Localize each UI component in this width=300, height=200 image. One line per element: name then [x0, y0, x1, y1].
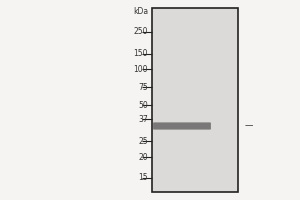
Text: kDa: kDa	[133, 7, 148, 17]
Text: 50: 50	[138, 100, 148, 110]
FancyBboxPatch shape	[153, 122, 211, 130]
Text: —: —	[245, 121, 254, 130]
Bar	[152, 8, 238, 192]
Text: 20: 20	[138, 153, 148, 162]
Text: 100: 100	[134, 64, 148, 73]
Text: 37: 37	[138, 114, 148, 123]
Text: 250: 250	[134, 27, 148, 36]
Text: 15: 15	[138, 174, 148, 182]
Text: 150: 150	[134, 49, 148, 58]
Text: 75: 75	[138, 83, 148, 92]
Text: 25: 25	[138, 136, 148, 146]
